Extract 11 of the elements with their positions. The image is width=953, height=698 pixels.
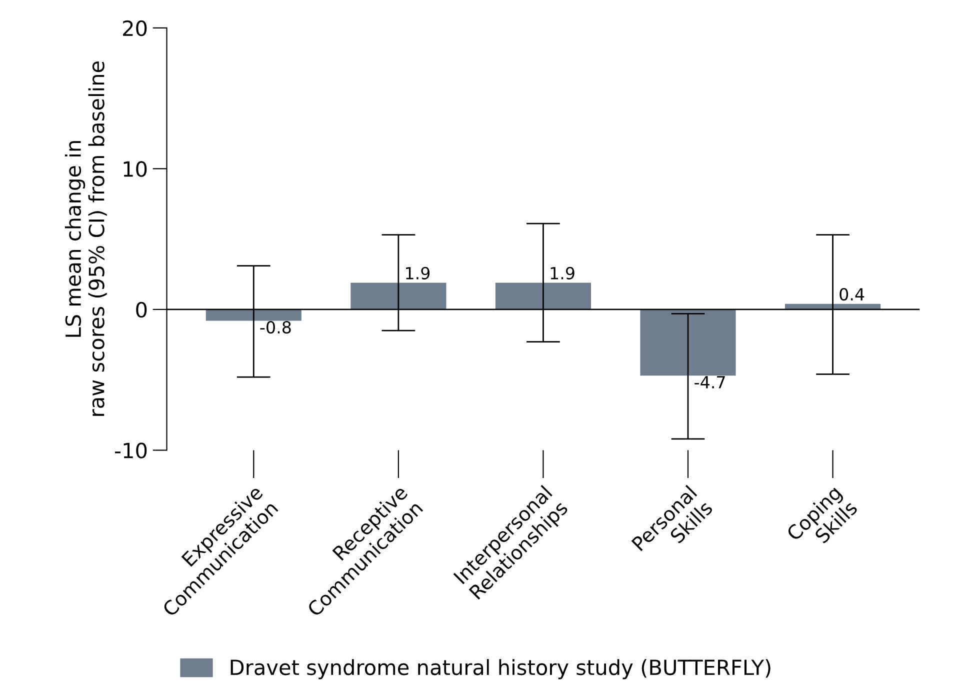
y-tick-label: -10	[115, 442, 147, 458]
data-label: -4.7	[694, 376, 725, 388]
legend-label: Dravet syndrome natural history study (BUTTERFLY)	[230, 659, 770, 680]
y-tick-label: 0	[136, 302, 147, 318]
y-tick-label: 20	[123, 20, 147, 36]
y-tick-label: 10	[124, 161, 147, 177]
data-label: 1.9	[406, 266, 430, 280]
data-label: 0.4	[840, 288, 864, 301]
y-axis-title: LS mean change in raw scores (95% CI) from baseline	[64, 62, 107, 416]
data-label: 1.9	[550, 266, 574, 280]
data-label: -0.8	[260, 321, 291, 334]
